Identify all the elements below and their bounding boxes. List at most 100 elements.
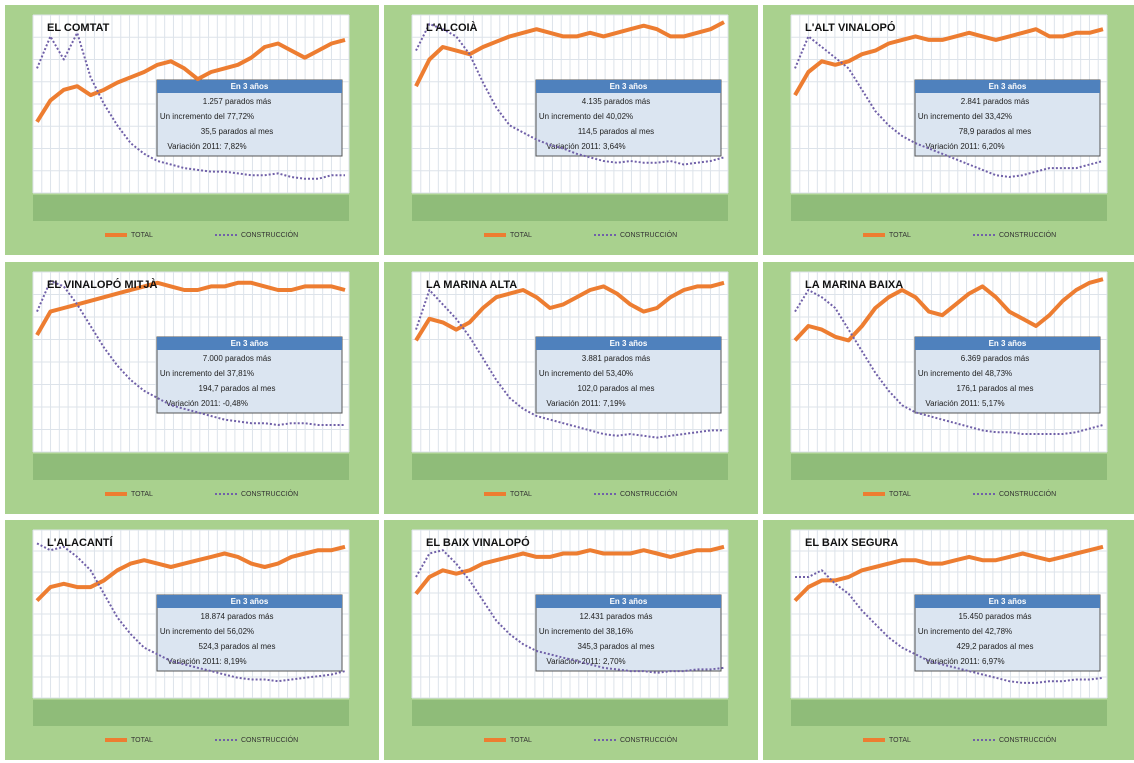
series-line — [35, 37, 346, 123]
series-line — [415, 549, 725, 674]
info-box-title: En 3 años — [610, 82, 648, 91]
info-line: 114,5 parados al mes — [578, 127, 654, 136]
legend-label: TOTAL — [889, 491, 911, 498]
info-line: Variación 2011: 6,97% — [925, 657, 1004, 666]
info-line: 102,0 parados al mes — [578, 384, 655, 393]
legend-label: TOTAL — [131, 491, 153, 498]
info-box-header — [536, 595, 721, 608]
chart-title: EL BAIX SEGURA — [805, 537, 898, 549]
x-axis-band — [33, 700, 349, 726]
legend-label: CONSTRUCCIÓN — [999, 735, 1056, 744]
x-axis-band — [791, 700, 1107, 726]
series-line — [415, 22, 725, 166]
info-line: Un incremento del 77,72% — [160, 112, 254, 121]
info-box-title: En 3 años — [989, 82, 1027, 91]
info-line: 2.841 parados más — [961, 97, 1030, 106]
info-line: Un incremento del 33,42% — [918, 112, 1012, 121]
info-line: Variación 2011: 8,19% — [167, 657, 246, 666]
info-box-header — [157, 80, 342, 93]
series-line — [793, 27, 1104, 97]
series-line — [35, 280, 346, 336]
series-line — [35, 544, 346, 603]
info-line: 78,9 parados al mes — [959, 127, 1032, 136]
x-axis-band — [33, 454, 349, 480]
legend-label: TOTAL — [889, 232, 911, 239]
chart-title: LA MARINA BAIXA — [805, 279, 903, 291]
info-line: Variación 2011: 7,82% — [167, 142, 246, 151]
info-box-header — [157, 337, 342, 350]
info-line: 429,2 parados al mes — [957, 642, 1034, 651]
info-box-title: En 3 años — [231, 597, 269, 606]
info-box-header — [915, 337, 1100, 350]
legend-label: CONSTRUCCIÓN — [241, 489, 298, 498]
series-line — [36, 31, 345, 180]
info-line: Un incremento del 40,02% — [539, 112, 633, 121]
info-box-title: En 3 años — [989, 597, 1027, 606]
info-line: Variación 2011: 2,70% — [546, 657, 625, 666]
info-line: Variación 2011: 7,19% — [546, 399, 625, 408]
series-line — [414, 20, 725, 88]
info-line: 3.881 parados más — [582, 354, 651, 363]
x-axis-band — [412, 195, 728, 221]
legend-label: TOTAL — [889, 737, 911, 744]
info-line: Variación 2011: 3,64% — [546, 142, 625, 151]
legend-label: TOTAL — [510, 737, 532, 744]
legend-label: CONSTRUCCIÓN — [620, 230, 677, 239]
info-line: Un incremento del 56,02% — [160, 627, 254, 636]
legend-label: TOTAL — [131, 232, 153, 239]
info-line: Variación 2011: 5,17% — [925, 399, 1004, 408]
info-box-title: En 3 años — [610, 339, 648, 348]
x-axis-band — [412, 700, 728, 726]
info-line: Un incremento del 38,16% — [539, 627, 633, 636]
info-line: Variación 2011: -0,48% — [166, 399, 248, 408]
info-line: 194,7 parados al mes — [199, 384, 276, 393]
info-line: 18.874 parados más — [201, 612, 274, 621]
series-line — [793, 544, 1104, 603]
info-box-title: En 3 años — [989, 339, 1027, 348]
info-line: 6.369 parados más — [961, 354, 1030, 363]
x-axis-band — [412, 454, 728, 480]
chart-title: LA MARINA ALTA — [426, 279, 517, 291]
legend-label: TOTAL — [131, 737, 153, 744]
legend-label: TOTAL — [510, 232, 532, 239]
legend-label: CONSTRUCCIÓN — [620, 735, 677, 744]
info-box-header — [536, 337, 721, 350]
info-box-header — [915, 595, 1100, 608]
chart-title: L'ALT VINALOPÓ — [805, 21, 896, 34]
info-line: 7.000 parados más — [203, 354, 272, 363]
chart-title: EL BAIX VINALOPÓ — [426, 536, 530, 549]
chart-title: EL VINALOPÓ MITJÀ — [47, 278, 157, 291]
chart-title: EL COMTAT — [47, 22, 110, 34]
info-line: 4.135 parados más — [582, 97, 651, 106]
info-box-title: En 3 años — [231, 82, 269, 91]
series-line — [795, 569, 1104, 684]
legend-label: CONSTRUCCIÓN — [999, 230, 1056, 239]
info-line: Un incremento del 48,73% — [918, 369, 1012, 378]
series-line — [794, 35, 1104, 178]
info-box-title: En 3 años — [610, 597, 648, 606]
series-line — [36, 542, 346, 683]
info-line: 176,1 parados al mes — [957, 384, 1034, 393]
info-line: 1.257 parados más — [203, 97, 272, 106]
x-axis-band — [33, 195, 349, 221]
series-line — [793, 277, 1104, 343]
legend-label: CONSTRUCCIÓN — [241, 735, 298, 744]
info-line: 524,3 parados al mes — [199, 642, 276, 651]
info-box-title: En 3 años — [231, 339, 269, 348]
info-line: Un incremento del 42,78% — [918, 627, 1012, 636]
legend-label: TOTAL — [510, 491, 532, 498]
info-line: Un incremento del 37,81% — [160, 369, 254, 378]
x-axis-band — [791, 195, 1107, 221]
legend-label: CONSTRUCCIÓN — [620, 489, 677, 498]
series-line — [415, 289, 724, 439]
info-line: 15.450 parados más — [959, 612, 1032, 621]
legend-label: CONSTRUCCIÓN — [241, 230, 298, 239]
info-box-header — [915, 80, 1100, 93]
chart-title: L'ALCOIÀ — [426, 21, 478, 34]
info-box-header — [157, 595, 342, 608]
info-line: Un incremento del 53,40% — [539, 369, 633, 378]
series-line — [414, 544, 725, 596]
info-line: 345,3 parados al mes — [578, 642, 655, 651]
x-axis-band — [791, 454, 1107, 480]
